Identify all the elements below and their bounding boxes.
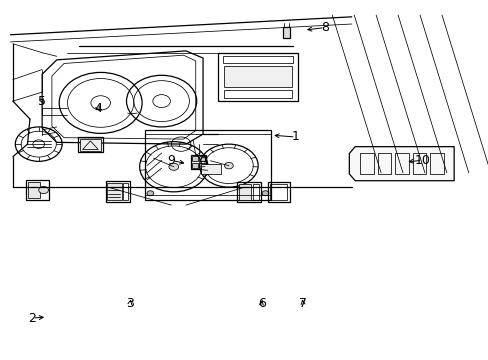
Circle shape [147,191,154,196]
Bar [267,182,289,202]
Bar [107,183,122,200]
Bar [78,137,103,152]
Text: 6: 6 [257,297,265,310]
Text: 7: 7 [298,297,306,310]
Bar [28,182,40,198]
Text: 10: 10 [414,154,429,167]
Bar [237,182,260,202]
Bar [359,153,373,174]
Bar [199,156,204,161]
Bar [429,153,443,174]
Bar [80,139,101,151]
Bar [105,181,130,202]
Bar [199,163,204,168]
Bar [191,163,197,168]
Text: 5: 5 [38,95,46,108]
Bar [238,184,251,200]
Text: 4: 4 [94,102,102,115]
Bar [394,153,408,174]
Bar [252,184,258,200]
Polygon shape [348,147,453,181]
Circle shape [39,186,48,194]
Bar [224,90,292,98]
Bar [377,153,390,174]
Text: 2: 2 [28,311,36,325]
Circle shape [262,191,268,196]
Bar [191,156,197,161]
Bar [200,163,221,174]
Circle shape [224,162,233,169]
Bar [222,55,293,63]
Text: 8: 8 [320,21,328,34]
Bar [282,27,290,39]
Bar [269,184,287,200]
Text: 9: 9 [167,154,175,167]
Bar [224,66,292,87]
Text: 1: 1 [291,130,299,144]
Bar [26,180,49,200]
Bar [217,53,298,101]
Text: 3: 3 [126,297,134,310]
Bar [412,153,426,174]
Circle shape [168,163,178,170]
Bar [190,155,206,169]
Bar [123,183,128,200]
Bar [144,130,271,200]
